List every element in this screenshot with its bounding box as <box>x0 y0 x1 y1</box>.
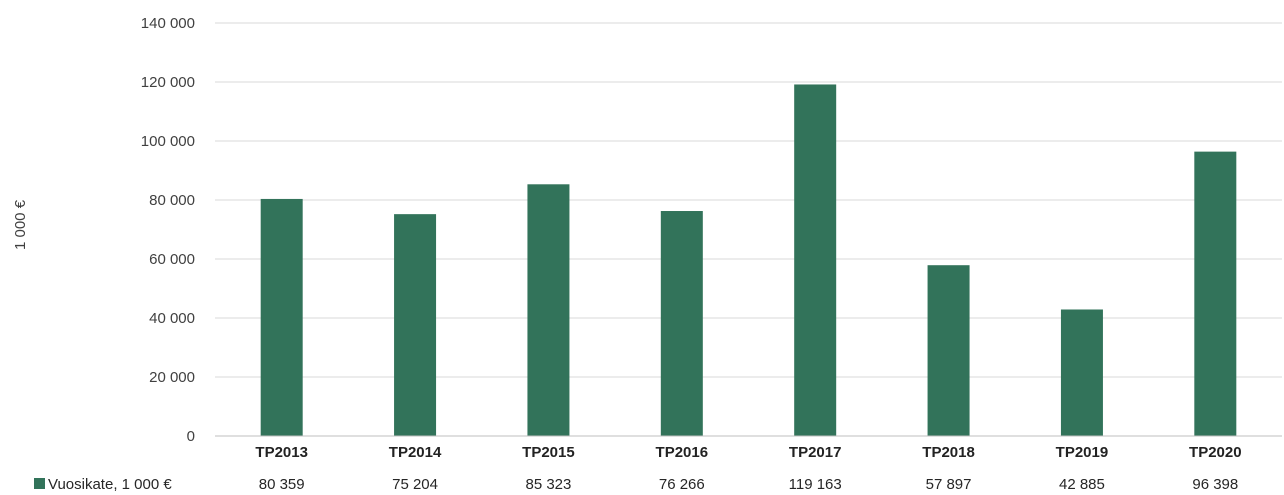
bar <box>660 211 703 436</box>
legend-label: Vuosikate, 1 000 € <box>48 476 172 493</box>
bar <box>1194 151 1237 436</box>
y-tick-label: 80 000 <box>149 192 195 209</box>
data-table-value: 57 897 <box>926 476 972 493</box>
data-table-value: 119 163 <box>789 476 842 493</box>
y-tick-label: 100 000 <box>141 133 195 150</box>
bar <box>794 84 837 436</box>
x-category-label: TP2018 <box>922 444 975 461</box>
x-category-label: TP2019 <box>1056 444 1109 461</box>
bars <box>260 84 1237 436</box>
bar <box>260 198 303 436</box>
data-table-value: 42 885 <box>1059 476 1105 493</box>
bar <box>927 265 970 436</box>
x-category-label: TP2013 <box>255 444 308 461</box>
y-tick-label: 60 000 <box>149 251 195 268</box>
x-category-label: TP2014 <box>389 444 442 461</box>
legend-key <box>34 478 45 489</box>
gridlines <box>215 22 1282 378</box>
bar <box>1060 309 1103 436</box>
y-axis-ticks: 0 20 000 40 000 60 000 80 000 100 000 120 000 1… <box>141 15 195 445</box>
x-category-label: TP2016 <box>656 444 709 461</box>
y-tick-label: 40 000 <box>149 310 195 327</box>
bar <box>394 214 437 436</box>
x-category-label: TP2020 <box>1189 444 1242 461</box>
y-axis-label: 1 000 € <box>12 199 29 250</box>
data-table-value: 96 398 <box>1192 476 1238 493</box>
data-table-value: 80 359 <box>259 476 305 493</box>
data-table-value: 75 204 <box>392 476 438 493</box>
y-tick-label: 120 000 <box>141 74 195 91</box>
data-table-value: 76 266 <box>659 476 705 493</box>
bar <box>527 184 570 436</box>
data-table-row: 80 359 75 204 85 323 76 266 119 163 57 897 42 … <box>259 476 1239 493</box>
y-tick-label: 20 000 <box>149 369 195 386</box>
data-table-value: 85 323 <box>525 476 571 493</box>
y-tick-label: 0 <box>187 428 195 445</box>
x-axis-categories: TP2013 TP2014 TP2015 TP2016 TP2017 TP2018 TP20… <box>255 444 1241 461</box>
x-category-label: TP2017 <box>789 444 842 461</box>
y-tick-label: 140 000 <box>141 15 195 32</box>
x-category-label: TP2015 <box>522 444 575 461</box>
